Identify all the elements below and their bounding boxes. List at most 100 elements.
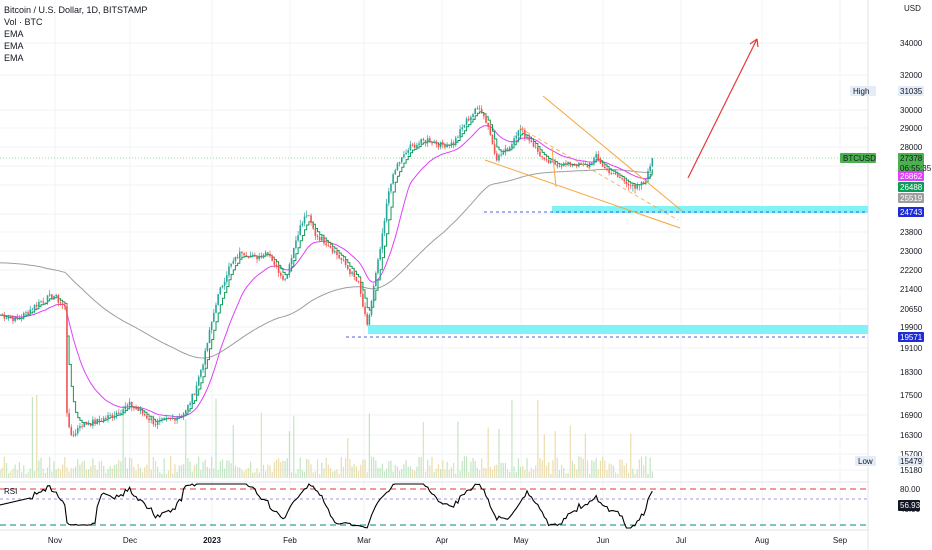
candle	[238, 247, 241, 262]
candle	[236, 254, 239, 259]
candle	[230, 263, 232, 269]
price-tag-value-bg	[898, 153, 924, 173]
candle	[476, 105, 479, 110]
volume-bar	[77, 459, 79, 478]
volume-bar	[362, 459, 364, 478]
candle	[176, 415, 178, 424]
volume-bar	[405, 459, 407, 478]
candle	[64, 302, 66, 310]
candle	[500, 151, 502, 157]
candle	[33, 304, 36, 313]
volume-bar	[96, 469, 98, 478]
candle	[327, 242, 330, 248]
price-tag-value-bg	[898, 171, 924, 181]
candle	[493, 140, 496, 156]
candle-body	[79, 426, 81, 429]
volume-bar	[113, 465, 116, 478]
price-tick-label: 29000	[900, 124, 923, 133]
candle-body	[312, 222, 314, 229]
candle-body	[418, 143, 420, 145]
candle	[362, 290, 364, 308]
candle-body	[5, 318, 8, 320]
volume-bar	[42, 468, 44, 478]
volume-bar	[366, 472, 368, 478]
volume-bar	[582, 458, 584, 478]
volume-bar	[129, 457, 131, 478]
volume-bar	[602, 456, 604, 478]
candle	[429, 135, 431, 143]
rsi-value-bg	[898, 500, 920, 511]
candle-body	[377, 259, 379, 273]
price-tick-label: 34000	[900, 39, 923, 48]
candle	[120, 409, 122, 416]
volume-bar	[232, 425, 234, 478]
volume-bar	[137, 463, 139, 478]
candle	[27, 310, 29, 315]
volume-bar	[135, 470, 137, 478]
candle-body	[226, 275, 228, 282]
candle	[156, 418, 159, 429]
candle-body	[487, 122, 489, 127]
candle-body	[606, 168, 608, 170]
candle	[55, 293, 57, 297]
candle	[381, 228, 384, 254]
volume-bar	[234, 465, 237, 478]
volume-bar	[530, 467, 532, 478]
candle-body	[321, 236, 323, 241]
volume-bar	[27, 472, 29, 478]
volume-bar	[522, 465, 524, 478]
candle-body	[420, 139, 422, 144]
candle-body	[89, 424, 92, 426]
candle-body	[96, 419, 98, 424]
candle-body	[249, 255, 252, 258]
candle	[498, 153, 500, 163]
candle-body	[290, 258, 293, 265]
candle	[448, 144, 451, 149]
candle	[366, 312, 368, 327]
candle-body	[588, 163, 591, 167]
candle	[588, 161, 591, 170]
candle-body	[126, 405, 129, 407]
candle-body	[573, 165, 576, 166]
candle-body	[282, 275, 284, 280]
volume-bar	[260, 412, 262, 478]
candle	[96, 418, 98, 425]
volume-bar	[392, 471, 394, 478]
volume-bar	[14, 464, 16, 478]
candle-body	[385, 203, 388, 221]
candle	[133, 405, 135, 412]
time-tick-label: Dec	[123, 536, 137, 545]
legend-ema-1: EMA	[4, 29, 24, 39]
candle	[3, 311, 6, 322]
candle	[137, 405, 140, 412]
candle-body	[299, 225, 302, 236]
candle	[290, 254, 293, 268]
volume-bar	[66, 467, 68, 478]
candle-body	[457, 136, 459, 138]
candle	[92, 416, 94, 429]
price-tag-value: 25519	[900, 194, 923, 203]
volume-bar	[487, 427, 489, 478]
volume-bar	[623, 465, 625, 478]
volume-bar	[453, 462, 455, 478]
candle-body	[409, 144, 412, 151]
volume-bar	[94, 465, 96, 478]
price-tick-label: 18300	[900, 368, 923, 377]
candle	[321, 235, 323, 242]
candle	[575, 163, 578, 169]
candle	[446, 142, 448, 148]
candle	[72, 430, 75, 438]
price-tag-value-bg	[898, 182, 924, 192]
volume-bar	[23, 465, 25, 478]
candle	[308, 215, 310, 217]
volume-bar	[53, 461, 55, 478]
volume-bar	[401, 468, 403, 478]
candle	[25, 310, 27, 317]
volume-bar	[554, 431, 556, 478]
candle	[74, 429, 77, 437]
candle	[40, 300, 42, 303]
wedge-mid-line	[519, 127, 679, 221]
volume-bar	[524, 469, 526, 478]
volume-bar	[269, 465, 271, 478]
